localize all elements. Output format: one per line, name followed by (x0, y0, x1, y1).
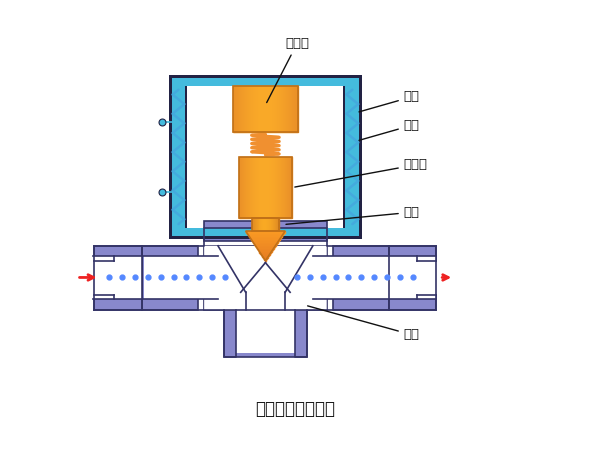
Bar (387, 256, 436, 299)
Bar (389, 295, 436, 310)
Bar (185, 78, 187, 236)
Text: 阀座: 阀座 (308, 306, 420, 341)
Bar (172, 78, 359, 86)
Bar (144, 256, 391, 299)
Text: 阀芯: 阀芯 (286, 206, 420, 224)
Bar (204, 246, 326, 310)
Bar (169, 75, 362, 86)
Bar (389, 246, 436, 260)
Bar (169, 75, 362, 239)
Bar (92, 256, 142, 299)
Text: 直接控制式电磁阀: 直接控制式电磁阀 (255, 400, 335, 418)
Text: 线圈: 线圈 (359, 119, 420, 140)
Bar (389, 251, 416, 305)
Text: 定铁心: 定铁心 (266, 37, 309, 103)
Bar (204, 221, 326, 241)
Bar (142, 246, 198, 310)
Bar (218, 246, 313, 310)
Bar (172, 78, 185, 236)
Bar (239, 157, 292, 218)
Bar (233, 86, 298, 132)
Bar (224, 305, 307, 357)
Bar (172, 228, 359, 236)
Text: 动铁心: 动铁心 (295, 158, 428, 187)
Bar (332, 246, 389, 310)
Bar (172, 78, 359, 236)
Bar (94, 246, 142, 260)
Bar (346, 78, 359, 236)
Polygon shape (204, 246, 245, 310)
Bar (343, 78, 346, 236)
Bar (236, 310, 295, 353)
Bar (114, 251, 142, 305)
Bar (251, 218, 279, 231)
Bar (94, 295, 142, 310)
Polygon shape (285, 246, 326, 310)
Bar (169, 228, 362, 239)
Text: 弹簧: 弹簧 (359, 90, 420, 112)
